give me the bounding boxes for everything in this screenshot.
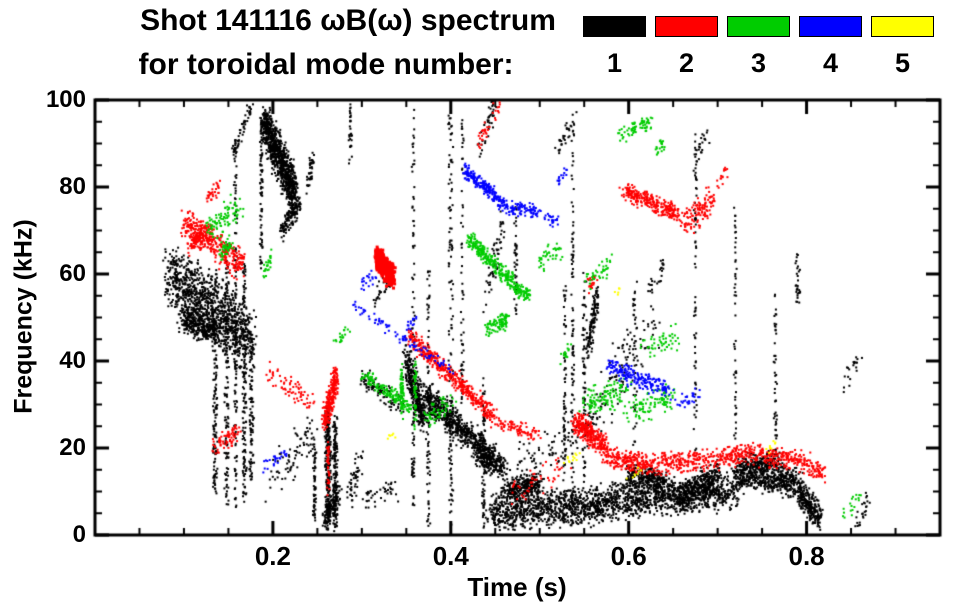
legend-label-mode-4: 4 bbox=[822, 48, 839, 78]
y-tick-label-0: 0 bbox=[72, 521, 86, 548]
y-tick-label-100: 100 bbox=[45, 86, 86, 113]
x-tick-label-0.6: 0.6 bbox=[610, 541, 647, 571]
x-axis-label: Time (s) bbox=[467, 572, 567, 602]
x-tick-label-0.8: 0.8 bbox=[788, 541, 825, 571]
legend-label-mode-1: 1 bbox=[606, 48, 623, 78]
y-tick-label-40: 40 bbox=[59, 347, 86, 374]
chart-subtitle: for toroidal mode number: bbox=[138, 48, 514, 81]
legend-label-mode-3: 3 bbox=[750, 48, 767, 78]
legend-swatch-mode-3 bbox=[727, 16, 790, 37]
y-axis-label: Frequency (kHz) bbox=[9, 219, 38, 414]
chart-title: Shot 141116 ωB(ω) spectrum bbox=[140, 4, 556, 37]
y-tick-label-60: 60 bbox=[59, 260, 86, 287]
x-tick-label-0.4: 0.4 bbox=[432, 541, 469, 571]
legend-labels: 1 2 3 4 5 bbox=[583, 48, 934, 79]
legend-swatch-mode-1 bbox=[583, 16, 646, 37]
x-tick-label-0.2: 0.2 bbox=[254, 541, 291, 571]
legend-label-mode-2: 2 bbox=[678, 48, 695, 78]
legend-swatch-mode-4 bbox=[799, 16, 862, 37]
y-tick-label-20: 20 bbox=[59, 434, 86, 461]
y-tick-label-80: 80 bbox=[59, 173, 86, 200]
legend-label-mode-5: 5 bbox=[894, 48, 911, 78]
legend-swatch-mode-2 bbox=[655, 16, 718, 37]
legend bbox=[583, 16, 934, 37]
legend-swatch-mode-5 bbox=[871, 16, 934, 37]
